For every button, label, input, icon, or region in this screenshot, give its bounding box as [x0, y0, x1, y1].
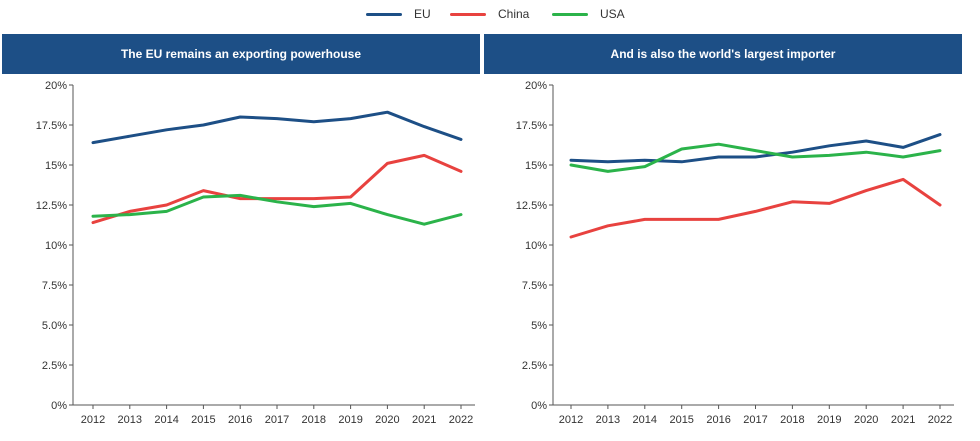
right-x-tick-label: 2022	[928, 414, 952, 426]
right-y-tick-label: 12.5%	[516, 200, 547, 212]
left-y-tick-label: 20%	[45, 80, 67, 92]
left-x-tick-label: 2019	[338, 414, 362, 426]
right-y-tick-label: 20%	[525, 80, 547, 92]
legend-label-china: China	[498, 7, 530, 21]
left-y-tick-label: 0%	[51, 400, 67, 412]
right-y-tick-label: 17.5%	[516, 120, 547, 132]
right-x-tick-label: 2013	[596, 414, 620, 426]
right-x-tick-label: 2019	[817, 414, 841, 426]
right-y-tick-label: 0%	[531, 400, 547, 412]
left-x-tick-label: 2014	[154, 414, 178, 426]
left-x-tick-label: 2012	[81, 414, 105, 426]
legend-swatch-china	[450, 12, 486, 16]
legend-item-china: China	[450, 6, 529, 22]
left-y-tick-label: 7.5%	[42, 280, 67, 292]
left-x-tick-label: 2013	[118, 414, 142, 426]
right-series-line-eu	[569, 133, 942, 164]
legend-item-eu: EU	[366, 6, 431, 22]
right-y-tick-label: 5%	[531, 320, 547, 332]
left-x-tick-label: 2018	[302, 414, 326, 426]
right-y-tick-label: 15%	[525, 160, 547, 172]
legend-item-usa: USA	[552, 6, 625, 22]
right-x-tick-label: 2018	[780, 414, 804, 426]
left-y-tick-label: 10%	[45, 240, 67, 252]
right-x-tick-label: 2021	[891, 414, 915, 426]
left-y-tick-label: 12.5%	[36, 200, 67, 212]
chart-legend: EU China USA	[0, 0, 980, 30]
right-panel-title: And is also the world's largest importer	[484, 34, 962, 74]
left-x-tick-label: 2015	[191, 414, 215, 426]
left-x-tick-label: 2020	[375, 414, 399, 426]
right-x-tick-label: 2020	[854, 414, 878, 426]
left-x-tick-label: 2021	[412, 414, 436, 426]
right-x-tick-label: 2014	[633, 414, 657, 426]
right-series-line-usa	[569, 142, 942, 173]
left-y-tick-label: 17.5%	[36, 120, 67, 132]
left-line-chart: 0% 2.5% 5.0% 7.5% 10% 12.5% 15% 17.5% 20% 2012 201…	[36, 80, 475, 426]
right-x-tick-label: 2012	[559, 414, 583, 426]
right-x-tick-label: 2015	[669, 414, 693, 426]
legend-swatch-eu	[366, 12, 402, 16]
right-x-tick-label: 2017	[743, 414, 767, 426]
legend-swatch-usa	[552, 12, 588, 16]
right-series-line-china	[569, 177, 942, 239]
right-y-tick-label: 7.5%	[522, 280, 547, 292]
right-y-tick-label: 2.5%	[522, 360, 547, 372]
left-panel-title: The EU remains an exporting powerhouse	[2, 34, 480, 74]
legend-label-eu: EU	[414, 7, 431, 21]
left-y-tick-label: 2.5%	[42, 360, 67, 372]
left-y-tick-label: 5.0%	[42, 320, 67, 332]
right-x-tick-label: 2016	[706, 414, 730, 426]
left-x-tick-label: 2017	[265, 414, 289, 426]
left-x-tick-label: 2016	[228, 414, 252, 426]
left-series-line-eu	[91, 110, 463, 145]
left-series-line-china	[91, 153, 463, 225]
right-y-tick-label: 10%	[525, 240, 547, 252]
legend-label-usa: USA	[600, 7, 625, 21]
left-series-line-usa	[91, 193, 463, 226]
left-x-tick-label: 2022	[449, 414, 473, 426]
left-y-tick-label: 15%	[45, 160, 67, 172]
